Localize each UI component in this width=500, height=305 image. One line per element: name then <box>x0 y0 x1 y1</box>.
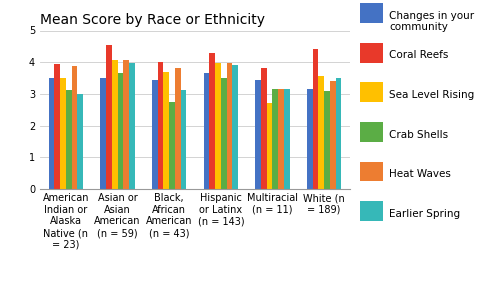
Bar <box>100 78 106 189</box>
Bar <box>180 90 186 189</box>
Text: Coral Reefs: Coral Reefs <box>389 50 448 60</box>
Text: Heat Waves: Heat Waves <box>389 169 451 179</box>
Bar <box>112 60 117 189</box>
Bar <box>215 63 221 189</box>
Bar <box>324 92 330 189</box>
Bar <box>123 60 129 189</box>
Bar <box>204 73 210 189</box>
Bar <box>307 89 313 189</box>
Bar <box>60 78 66 189</box>
Bar <box>267 103 272 189</box>
Bar <box>66 90 71 189</box>
Bar <box>164 72 169 189</box>
Bar <box>106 45 112 189</box>
Text: Crab Shells: Crab Shells <box>389 130 448 140</box>
Bar <box>284 89 290 189</box>
Bar <box>221 78 226 189</box>
Bar <box>152 80 158 189</box>
Bar <box>336 78 341 189</box>
Bar <box>118 73 123 189</box>
Text: Changes in your
community: Changes in your community <box>389 11 474 32</box>
Bar <box>49 78 54 189</box>
Bar <box>318 77 324 189</box>
Bar <box>54 64 60 189</box>
Text: Earlier Spring: Earlier Spring <box>389 209 460 219</box>
Bar <box>278 89 284 189</box>
Bar <box>261 68 267 189</box>
Bar <box>210 53 215 189</box>
Bar <box>129 63 134 189</box>
Text: Mean Score by Race or Ethnicity: Mean Score by Race or Ethnicity <box>40 13 265 27</box>
Bar <box>256 80 261 189</box>
Bar <box>158 62 164 189</box>
Bar <box>175 68 180 189</box>
Bar <box>77 94 83 189</box>
Bar <box>272 89 278 189</box>
Bar <box>72 66 77 189</box>
Text: Sea Level Rising: Sea Level Rising <box>389 90 474 100</box>
Bar <box>226 63 232 189</box>
Bar <box>313 49 318 189</box>
Bar <box>169 102 175 189</box>
Bar <box>232 65 238 189</box>
Bar <box>330 81 336 189</box>
